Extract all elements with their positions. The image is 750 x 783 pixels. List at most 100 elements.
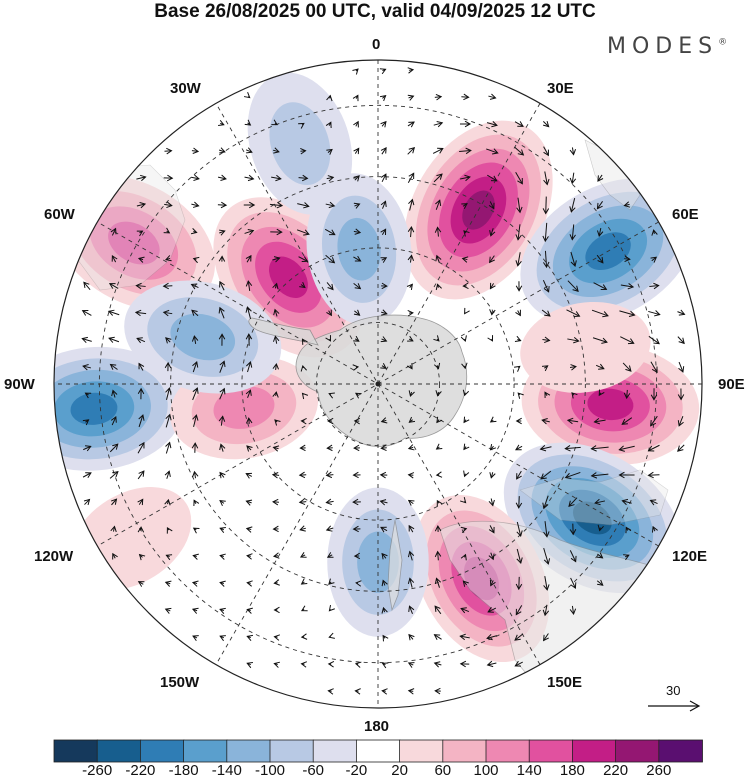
wind-arrow — [245, 526, 253, 533]
wind-arrow — [219, 635, 226, 642]
wind-arrow — [272, 552, 280, 559]
wind-arrow — [381, 552, 388, 560]
wind-arrow — [488, 498, 495, 507]
wind-arrow — [619, 310, 636, 317]
wind-arrow — [461, 256, 469, 263]
anomaly-contour — [337, 217, 381, 281]
wind-arrow — [110, 227, 117, 236]
wind-arrow — [164, 580, 172, 587]
latitude-circle — [98, 104, 658, 664]
wind-arrow — [380, 363, 387, 369]
wind-arrow — [297, 202, 310, 209]
anomaly-contour — [268, 256, 308, 299]
wind-arrow — [352, 68, 359, 75]
wind-arrow — [542, 196, 550, 215]
wind-arrow — [489, 282, 496, 290]
wind-arrow — [433, 120, 444, 128]
wind-arrow — [110, 416, 117, 426]
wind-arrow — [460, 553, 467, 561]
lon-label-120e: 120E — [672, 548, 708, 565]
wind-arrow — [436, 499, 443, 507]
wind-arrow — [193, 499, 200, 507]
wind-arrow — [273, 661, 281, 668]
wind-arrow — [300, 661, 308, 668]
wind-arrow — [328, 632, 335, 639]
wind-arrow — [566, 309, 581, 317]
wind-arrow — [299, 552, 307, 558]
wind-arrow — [486, 633, 498, 641]
wind-arrow — [298, 122, 305, 129]
colorbar-swatch — [355, 739, 401, 763]
wind-arrow — [112, 552, 118, 560]
colorbar-swatch — [485, 739, 531, 763]
wind-arrow — [111, 389, 118, 398]
wind-arrow — [218, 147, 226, 154]
wind-arrow — [488, 93, 497, 100]
wind-arrow — [191, 309, 199, 317]
wind-arrow — [486, 120, 498, 128]
wind-arrow — [407, 472, 415, 479]
wind-arrow — [540, 470, 552, 480]
lon-label-150e: 150E — [547, 674, 583, 691]
wind-arrow — [381, 662, 389, 669]
wind-arrow — [543, 633, 549, 642]
wind-arrow — [269, 201, 284, 209]
colorbar-tick-label: -100 — [254, 762, 286, 779]
wind-arrow — [219, 499, 226, 506]
wind-arrow — [566, 417, 579, 425]
wind-arrow — [597, 174, 604, 182]
wind-arrow — [571, 392, 578, 399]
wind-arrow — [136, 201, 147, 209]
wind-arrow — [569, 364, 577, 371]
colorbar-swatch — [572, 739, 617, 763]
wind-arrow — [301, 392, 309, 400]
wind-arrow — [272, 147, 280, 154]
wind-arrow — [407, 444, 415, 451]
wind-arrow — [649, 499, 658, 506]
wind-arrow — [217, 174, 227, 182]
wind-arrow — [296, 229, 310, 236]
colorbar-tick-label: -140 — [211, 762, 242, 779]
wind-arrow — [107, 309, 120, 316]
wind-arrow — [162, 309, 173, 317]
wind-arrow — [435, 471, 443, 478]
wind-arrow — [326, 94, 333, 102]
wind-arrow — [514, 335, 522, 342]
wind-arrow — [272, 525, 279, 533]
wind-arrow — [677, 388, 685, 401]
wind-arrow — [191, 607, 199, 614]
wind-arrow — [515, 496, 523, 509]
wind-arrow — [326, 444, 333, 452]
wind-arrow — [516, 197, 523, 214]
wind-arrow — [245, 499, 253, 506]
wind-arrow — [436, 416, 443, 424]
wind-arrow — [649, 282, 660, 290]
wind-arrow — [623, 201, 631, 208]
wind-arrow — [647, 471, 660, 479]
lon-label-120w: 120W — [34, 548, 74, 565]
registered-mark: ® — [718, 37, 728, 48]
wind-arrow — [489, 416, 497, 423]
lon-label-90e: 90E — [718, 376, 745, 393]
wind-arrow — [433, 362, 441, 370]
wind-arrow — [191, 147, 200, 154]
wind-arrow — [246, 607, 253, 614]
wind-arrow — [83, 281, 91, 291]
wind-arrow — [567, 280, 579, 293]
map-boundary — [53, 59, 703, 709]
wind-arrow — [137, 498, 144, 506]
wind-arrow — [434, 577, 442, 588]
anomaly-center — [124, 280, 282, 394]
colorbar-swatch — [53, 739, 99, 763]
wind-arrow — [569, 605, 577, 616]
wind-arrow — [515, 171, 523, 185]
wind-arrow — [163, 174, 174, 182]
lon-label-0: 0 — [372, 36, 381, 53]
colorbar-swatch — [269, 739, 315, 763]
wind-arrow — [300, 633, 308, 640]
wind-arrow — [515, 224, 522, 241]
anomaly-contour — [108, 221, 160, 265]
colorbar-tick-label: 220 — [603, 762, 629, 779]
wind-arrow — [219, 229, 226, 236]
wind-arrow — [353, 120, 359, 128]
